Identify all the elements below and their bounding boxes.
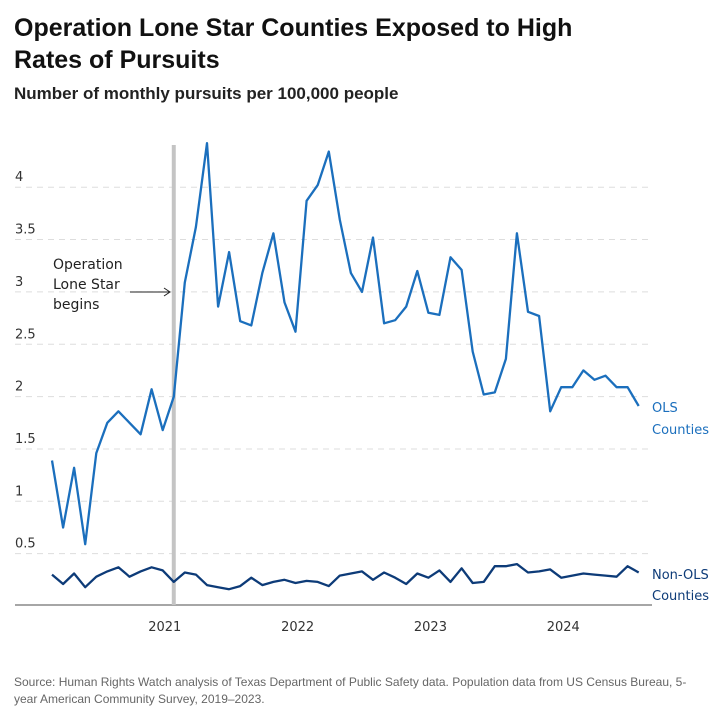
source-note: Source: Human Rights Watch analysis of T… bbox=[14, 675, 687, 706]
x-tick-label: 2024 bbox=[547, 620, 580, 635]
arrowhead-icon bbox=[163, 287, 171, 297]
x-tick-label: 2021 bbox=[148, 620, 181, 635]
chart-title: Operation Lone Star Counties Exposed to … bbox=[14, 14, 573, 74]
y-tick-label: 0.5 bbox=[15, 537, 36, 552]
y-tick-label: 1.5 bbox=[15, 432, 36, 447]
y-tick-label: 2 bbox=[15, 380, 23, 395]
chart-subtitle: Number of monthly pursuits per 100,000 p… bbox=[14, 84, 399, 103]
series-label: Non-OLS bbox=[652, 568, 709, 583]
y-tick-label: 2.5 bbox=[15, 327, 36, 342]
annotation-text: begins bbox=[53, 297, 99, 313]
annotation-text: Lone Star bbox=[53, 277, 120, 293]
x-tick-label: 2022 bbox=[281, 620, 314, 635]
series-line-non-ols bbox=[51, 562, 640, 591]
y-tick-label: 3 bbox=[15, 275, 23, 290]
y-tick-label: 4 bbox=[15, 170, 23, 185]
y-tick-label: 1 bbox=[15, 484, 23, 499]
series-label: Counties bbox=[652, 423, 709, 438]
series-line-ols bbox=[50, 142, 640, 546]
y-tick-label: 3.5 bbox=[15, 223, 36, 238]
annotation-text: Operation bbox=[53, 257, 123, 273]
series-label: OLS bbox=[652, 401, 678, 416]
x-tick-label: 2023 bbox=[414, 620, 447, 635]
series-label: Counties bbox=[652, 589, 709, 604]
